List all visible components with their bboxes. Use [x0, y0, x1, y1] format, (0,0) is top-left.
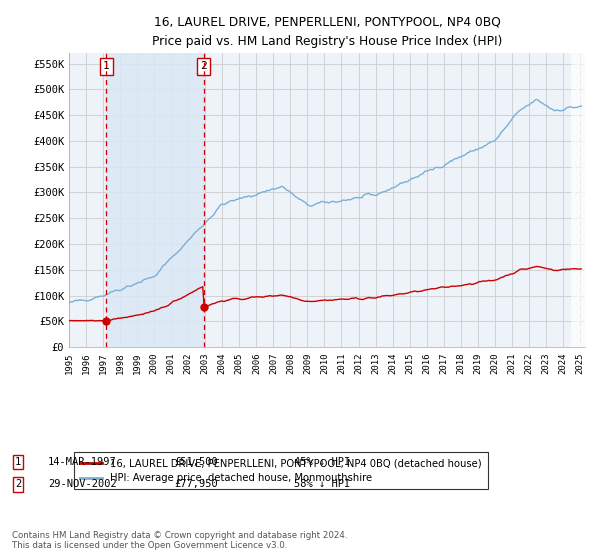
Bar — [571, 53, 585, 347]
Text: £51,500: £51,500 — [174, 457, 218, 467]
Text: 2: 2 — [15, 479, 21, 489]
Text: 1: 1 — [103, 62, 110, 72]
Text: 2: 2 — [200, 62, 207, 72]
Text: 1: 1 — [15, 457, 21, 467]
Legend: 16, LAUREL DRIVE, PENPERLLENI, PONTYPOOL, NP4 0BQ (detached house), HPI: Average: 16, LAUREL DRIVE, PENPERLLENI, PONTYPOOL… — [74, 452, 488, 489]
Text: 45% ↓ HPI: 45% ↓ HPI — [294, 457, 350, 467]
Bar — [106, 53, 204, 347]
Text: £77,950: £77,950 — [174, 479, 218, 489]
Text: 29-NOV-2002: 29-NOV-2002 — [48, 479, 117, 489]
Title: 16, LAUREL DRIVE, PENPERLLENI, PONTYPOOL, NP4 0BQ
Price paid vs. HM Land Registr: 16, LAUREL DRIVE, PENPERLLENI, PONTYPOOL… — [152, 16, 502, 48]
Text: 58% ↓ HPI: 58% ↓ HPI — [294, 479, 350, 489]
Text: Contains HM Land Registry data © Crown copyright and database right 2024.
This d: Contains HM Land Registry data © Crown c… — [12, 531, 347, 550]
Text: 14-MAR-1997: 14-MAR-1997 — [48, 457, 117, 467]
